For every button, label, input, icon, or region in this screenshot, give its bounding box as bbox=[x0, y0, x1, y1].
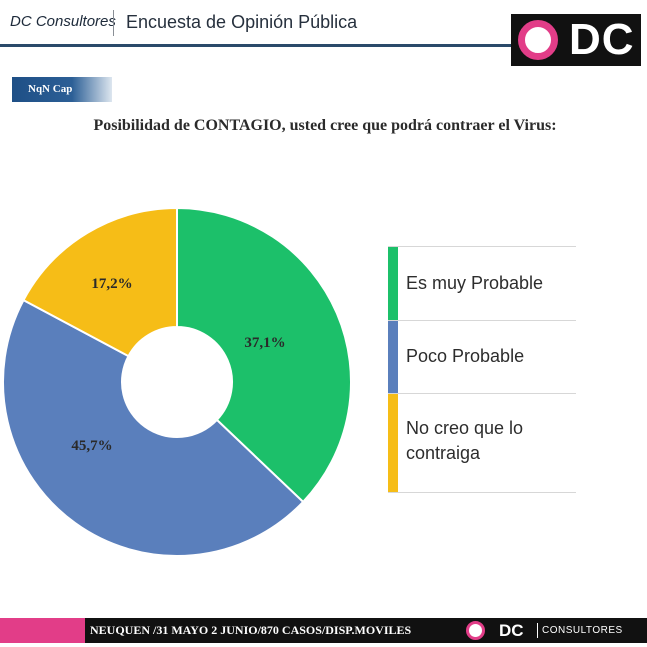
legend-label: Es muy Probable bbox=[406, 273, 544, 293]
footer-survey-info: NEUQUEN /31 MAYO 2 JUNIO/870 CASOS/DISP.… bbox=[90, 623, 412, 637]
logo-ring-icon bbox=[518, 20, 558, 60]
region-tag: NqN Cap bbox=[12, 77, 112, 102]
legend-label: No creo que lo contraiga bbox=[406, 418, 524, 463]
legend-label: Poco Probable bbox=[406, 346, 525, 366]
legend-item-poco-probable: Poco Probable bbox=[388, 320, 576, 393]
page-title: Encuesta de Opinión Pública bbox=[126, 12, 358, 32]
dc-logo: DC bbox=[511, 14, 641, 66]
brand-name: DC Consultores bbox=[10, 13, 116, 30]
logo-text: DC bbox=[569, 15, 635, 64]
legend-swatch bbox=[388, 247, 398, 320]
slice-value-label-0: 37,1% bbox=[244, 335, 285, 351]
header: DC Consultores Encuesta de Opinión Públi… bbox=[0, 0, 647, 66]
legend-swatch bbox=[388, 321, 398, 393]
legend-swatch bbox=[388, 394, 398, 492]
slice-value-label-2: 17,2% bbox=[91, 276, 132, 292]
pie-slice-2 bbox=[22, 206, 178, 358]
footer-logo-dc: DC bbox=[499, 621, 524, 640]
header-underline bbox=[0, 44, 515, 47]
slice-value-label-1: 45,7% bbox=[71, 438, 112, 454]
header-separator bbox=[113, 10, 114, 36]
donut-chart: 37,1% 45,7% 17,2% bbox=[2, 206, 352, 558]
legend-item-no-creo: No creo que lo contraiga bbox=[388, 393, 576, 493]
chart-title: Posibilidad de CONTAGIO, usted cree que … bbox=[93, 117, 557, 134]
pie-slice-1 bbox=[2, 298, 305, 558]
footer-logo-ring-icon bbox=[466, 621, 485, 640]
footer-bar: NEUQUEN /31 MAYO 2 JUNIO/870 CASOS/DISP.… bbox=[0, 618, 647, 643]
chart-legend: Es muy Probable Poco Probable No creo qu… bbox=[388, 246, 576, 493]
footer-logo-consultores: CONSULTORES bbox=[542, 625, 623, 636]
pie-slice-0 bbox=[176, 206, 352, 504]
legend-item-muy-probable: Es muy Probable bbox=[388, 246, 576, 320]
footer-pink-block bbox=[0, 618, 85, 643]
footer-logo-separator bbox=[537, 623, 538, 638]
